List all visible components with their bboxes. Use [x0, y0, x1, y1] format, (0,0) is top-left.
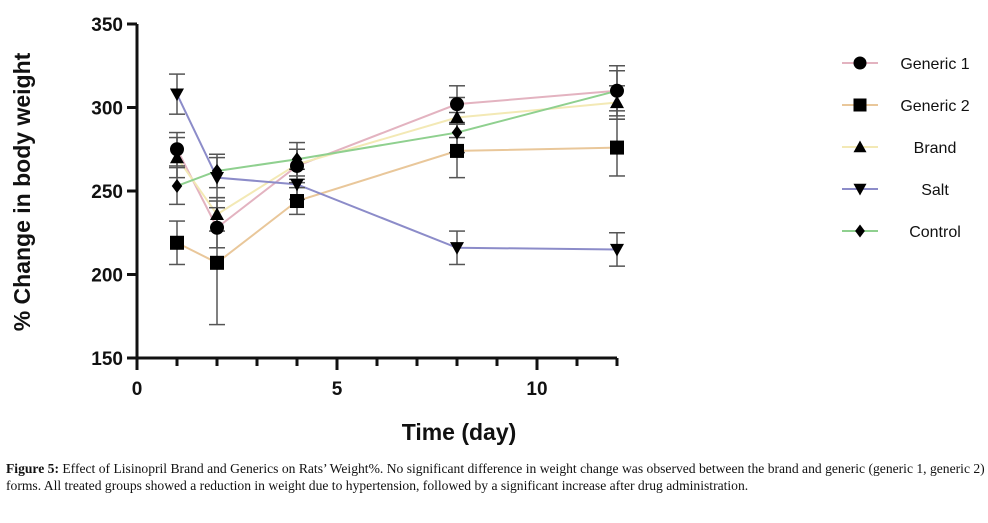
data-point-generic-1: [210, 220, 224, 235]
legend-label: Generic 2: [900, 98, 969, 115]
data-point-salt: [210, 172, 224, 185]
data-point-generic-2: [450, 143, 464, 158]
data-point-brand: [610, 95, 624, 109]
data-point-brand: [450, 110, 464, 124]
legend-item-generic-1: Generic 1: [842, 56, 970, 73]
data-point-generic-1: [170, 142, 184, 157]
data-point-generic-1: [450, 97, 464, 112]
legend-item-salt: Salt: [842, 182, 949, 199]
data-point-brand: [210, 207, 224, 220]
data-point-salt: [170, 88, 184, 102]
y-axis-title: % Change in body weight: [9, 52, 35, 331]
data-point-generic-2: [290, 194, 304, 209]
legend-item-brand: Brand: [842, 140, 956, 157]
data-point-control: [211, 163, 223, 178]
legend-item-generic-2: Generic 2: [842, 98, 970, 115]
series-line-control: [176, 89, 618, 187]
markers: [170, 83, 624, 270]
line-chart: 150 200 250 300 350 0 5 10 % Change in body wei…: [9, 15, 970, 445]
legend-item-control: Control: [842, 224, 961, 241]
data-point-salt: [290, 178, 304, 192]
caption-label: Figure 5:: [6, 461, 59, 476]
error-bars: [169, 65, 625, 326]
series-lines: [176, 89, 618, 264]
legend-label: Control: [909, 224, 961, 241]
y-tick-label: 200: [91, 266, 123, 287]
x-tick-label: 5: [332, 379, 343, 400]
series-line-generic-1: [176, 89, 618, 230]
x-tick-label: 10: [526, 379, 547, 400]
x-tick-label: 0: [132, 379, 143, 400]
y-tick-label: 150: [91, 349, 123, 370]
legend-marker-triangle-down-icon: [853, 183, 867, 196]
data-point-control: [451, 125, 463, 140]
legend-marker-square-icon: [853, 98, 867, 112]
legend-marker-circle-icon: [853, 56, 867, 70]
data-point-salt: [450, 242, 464, 255]
data-point-generic-2: [610, 140, 624, 155]
caption-text: Effect of Lisinopril Brand and Generics …: [6, 461, 985, 493]
figure-caption: Figure 5: Effect of Lisinopril Brand and…: [6, 461, 986, 494]
data-point-control: [171, 178, 183, 193]
legend-label: Brand: [914, 140, 957, 157]
series-line-salt: [176, 93, 618, 251]
legend-marker-triangle-up-icon: [853, 140, 867, 153]
y-tick-label: 250: [91, 182, 123, 203]
axes: 150 200 250 300 350 0 5 10: [91, 15, 619, 400]
y-tick-label: 300: [91, 99, 123, 120]
data-point-salt: [610, 243, 624, 257]
data-point-control: [291, 152, 303, 167]
series-line-brand: [176, 101, 618, 216]
series-line-generic-2: [176, 146, 618, 264]
data-point-control: [611, 83, 623, 98]
x-axis-title: Time (day): [402, 419, 517, 445]
legend: Generic 1 Generic 2 Brand Salt Control: [842, 56, 970, 241]
y-tick-label: 350: [91, 15, 123, 36]
legend-label: Generic 1: [900, 56, 969, 73]
data-point-generic-2: [210, 255, 224, 270]
data-point-generic-2: [170, 235, 184, 250]
data-point-brand: [170, 150, 184, 164]
legend-marker-diamond-icon: [855, 224, 865, 238]
legend-label: Salt: [921, 182, 949, 199]
